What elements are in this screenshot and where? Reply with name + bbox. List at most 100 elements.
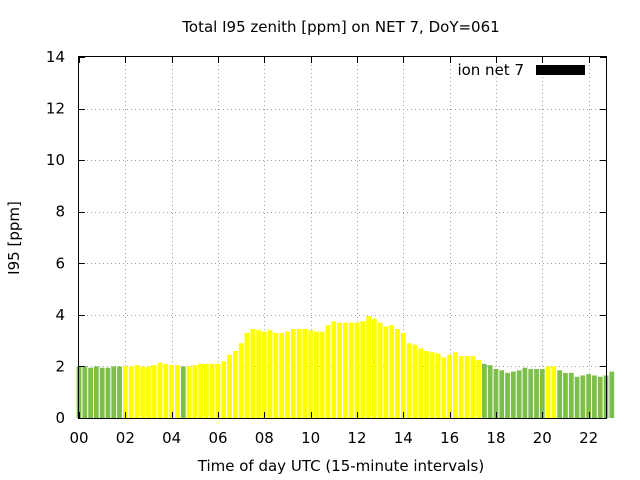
bar <box>366 316 371 418</box>
y-tick-label: 12 <box>46 100 65 118</box>
bar <box>568 372 574 419</box>
bar <box>250 329 256 418</box>
bar <box>111 366 117 418</box>
bar <box>337 322 342 418</box>
bar <box>296 329 302 418</box>
bar <box>146 366 151 418</box>
bar <box>343 322 348 418</box>
bar <box>592 375 597 418</box>
bar <box>499 370 505 418</box>
bar <box>505 372 510 419</box>
bar <box>464 356 470 418</box>
chart-title: Total I95 zenith [ppm] on NET 7, DoY=061 <box>181 18 499 36</box>
bar <box>377 322 383 418</box>
y-axis-label: I95 [ppm] <box>5 201 23 275</box>
y-tick-label: 10 <box>46 151 65 169</box>
bar <box>435 353 441 418</box>
bar <box>545 366 551 418</box>
bar <box>151 365 157 418</box>
bar <box>325 325 331 418</box>
bar <box>169 365 175 418</box>
bar <box>400 332 406 418</box>
bar <box>175 365 180 418</box>
bar <box>482 363 487 418</box>
bar <box>192 365 198 418</box>
axis-ticks <box>79 57 606 419</box>
bar <box>424 350 429 418</box>
bar <box>285 331 290 418</box>
bar <box>319 331 325 418</box>
bar <box>557 370 563 418</box>
x-tick-label: 00 <box>69 429 88 447</box>
x-tick-label: 16 <box>440 429 459 447</box>
bar <box>82 366 88 418</box>
x-tick-label: 02 <box>116 429 135 447</box>
bar <box>238 343 244 418</box>
bars <box>76 316 615 419</box>
bar <box>122 366 128 418</box>
bar <box>331 321 337 418</box>
y-tick-label: 4 <box>55 306 65 324</box>
bar <box>389 325 395 418</box>
y-tick-labels: 0 2 4 6 8 10 12 14 <box>46 48 65 427</box>
bar <box>232 350 238 418</box>
bar <box>273 332 279 418</box>
bar <box>88 367 93 418</box>
bar <box>522 367 528 418</box>
bar <box>134 365 140 418</box>
legend: ion net 7 <box>457 61 585 79</box>
bar <box>99 367 105 418</box>
bar <box>609 371 615 418</box>
y-tick-label: 8 <box>55 203 65 221</box>
bar <box>371 318 377 418</box>
bar <box>180 366 186 418</box>
legend-swatch <box>536 65 585 75</box>
bar <box>209 363 215 418</box>
bar <box>563 372 568 419</box>
bar <box>76 366 82 418</box>
bar <box>493 369 499 418</box>
bar <box>412 344 418 418</box>
bar <box>215 363 221 418</box>
bar <box>516 370 522 418</box>
bar <box>476 359 481 418</box>
bar <box>580 375 586 418</box>
bar <box>534 369 539 418</box>
x-tick-label: 12 <box>347 429 366 447</box>
bar <box>447 354 453 418</box>
plot-frame <box>78 56 607 419</box>
bar <box>290 329 296 418</box>
legend-label: ion net 7 <box>457 61 524 79</box>
bar <box>574 376 580 418</box>
bar <box>267 330 273 418</box>
bar <box>453 352 458 418</box>
bar <box>470 356 476 418</box>
bar <box>360 321 366 418</box>
bar <box>204 363 209 418</box>
bar <box>441 357 447 418</box>
bar <box>383 326 389 418</box>
bar <box>94 366 99 418</box>
bar <box>279 332 285 418</box>
bar <box>198 363 203 418</box>
bar <box>429 352 435 418</box>
bar <box>221 361 227 418</box>
x-tick-label: 04 <box>162 429 181 447</box>
bar <box>105 367 111 418</box>
y-tick-label: 2 <box>55 357 65 375</box>
bar <box>157 362 163 418</box>
bar <box>186 366 192 418</box>
x-tick-label: 14 <box>394 429 413 447</box>
x-tick-label: 06 <box>208 429 227 447</box>
bar <box>586 374 591 418</box>
bar <box>244 332 250 418</box>
bar <box>314 331 319 418</box>
bar <box>261 331 267 418</box>
x-tick-label: 22 <box>579 429 598 447</box>
y-tick-label: 6 <box>55 254 65 272</box>
x-tick-label: 10 <box>301 429 320 447</box>
bar <box>406 343 412 418</box>
bar <box>308 330 314 418</box>
bar <box>302 329 308 418</box>
